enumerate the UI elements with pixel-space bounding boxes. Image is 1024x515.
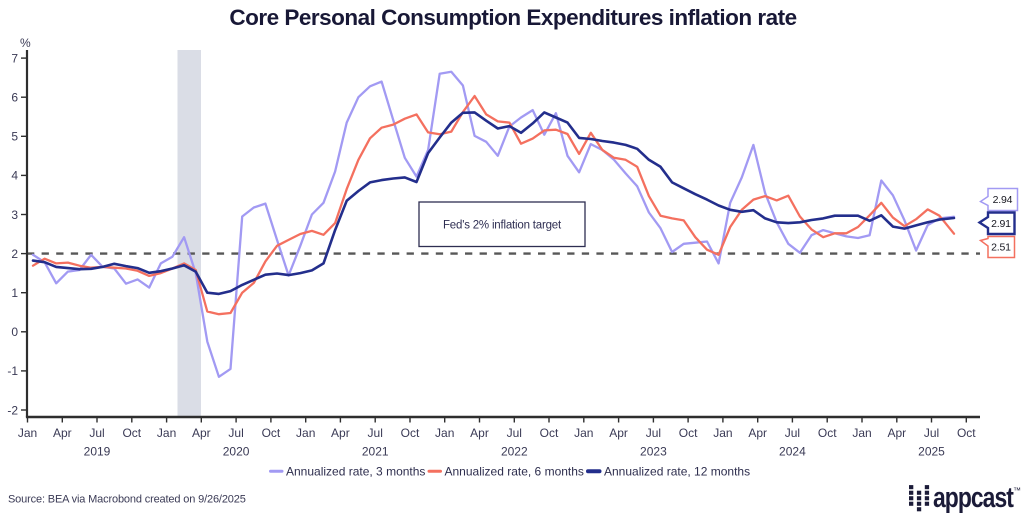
svg-text:2021: 2021 bbox=[362, 445, 389, 459]
svg-text:Source: BEA via Macrobond crea: Source: BEA via Macrobond created on 9/2… bbox=[8, 494, 246, 506]
svg-text:Jul: Jul bbox=[228, 426, 243, 440]
svg-text:Oct: Oct bbox=[818, 426, 837, 440]
svg-text:Oct: Oct bbox=[679, 426, 698, 440]
svg-text:Fed's 2% inflation target: Fed's 2% inflation target bbox=[443, 220, 562, 232]
svg-text:Jul: Jul bbox=[785, 426, 800, 440]
svg-text:7: 7 bbox=[11, 51, 18, 65]
svg-text:Apr: Apr bbox=[192, 426, 211, 440]
svg-text:Jul: Jul bbox=[924, 426, 939, 440]
svg-text:Jul: Jul bbox=[89, 426, 104, 440]
svg-text:Annualized rate, 3 months: Annualized rate, 3 months bbox=[286, 465, 425, 479]
svg-text:Apr: Apr bbox=[748, 426, 767, 440]
svg-text:Jan: Jan bbox=[852, 426, 871, 440]
svg-text:6: 6 bbox=[11, 91, 18, 105]
svg-text:5: 5 bbox=[11, 130, 18, 144]
svg-text:Jan: Jan bbox=[713, 426, 732, 440]
svg-text:Apr: Apr bbox=[470, 426, 489, 440]
svg-text:2019: 2019 bbox=[84, 445, 111, 459]
svg-text:Apr: Apr bbox=[53, 426, 72, 440]
svg-text:2024: 2024 bbox=[779, 445, 806, 459]
svg-text:2022: 2022 bbox=[501, 445, 528, 459]
svg-text:Jul: Jul bbox=[646, 426, 661, 440]
svg-text:Oct: Oct bbox=[957, 426, 976, 440]
svg-text:Oct: Oct bbox=[540, 426, 559, 440]
svg-text:Core Personal Consumption Expe: Core Personal Consumption Expenditures i… bbox=[229, 5, 796, 30]
svg-text:0: 0 bbox=[11, 325, 18, 339]
svg-text:-2: -2 bbox=[7, 403, 18, 417]
svg-text:Apr: Apr bbox=[331, 426, 350, 440]
svg-text:Jan: Jan bbox=[296, 426, 315, 440]
svg-text:2020: 2020 bbox=[223, 445, 250, 459]
svg-text:Oct: Oct bbox=[262, 426, 281, 440]
svg-text:%: % bbox=[20, 36, 31, 50]
svg-text:2.94: 2.94 bbox=[993, 194, 1013, 206]
svg-text:2.51: 2.51 bbox=[991, 242, 1011, 254]
svg-text:Jan: Jan bbox=[18, 426, 37, 440]
svg-text:Jan: Jan bbox=[574, 426, 593, 440]
svg-text:Jan: Jan bbox=[157, 426, 176, 440]
svg-text:Jan: Jan bbox=[435, 426, 454, 440]
svg-text:2.91: 2.91 bbox=[991, 218, 1011, 230]
svg-text:Jul: Jul bbox=[368, 426, 383, 440]
svg-text:appcast: appcast bbox=[933, 480, 1014, 513]
svg-text:Apr: Apr bbox=[887, 426, 906, 440]
svg-text:™: ™ bbox=[1013, 486, 1021, 495]
svg-text:-1: -1 bbox=[7, 364, 18, 378]
svg-text:Oct: Oct bbox=[122, 426, 141, 440]
svg-text:4: 4 bbox=[11, 169, 18, 183]
svg-text:3: 3 bbox=[11, 208, 18, 222]
svg-text:Apr: Apr bbox=[609, 426, 628, 440]
svg-text:Oct: Oct bbox=[401, 426, 420, 440]
svg-text:2025: 2025 bbox=[918, 445, 945, 459]
svg-text:2: 2 bbox=[11, 247, 18, 261]
svg-text:Annualized rate, 6 months: Annualized rate, 6 months bbox=[445, 465, 584, 479]
svg-text:Jul: Jul bbox=[507, 426, 522, 440]
svg-text:1: 1 bbox=[11, 286, 18, 300]
svg-text:Annualized rate, 12 months: Annualized rate, 12 months bbox=[604, 465, 750, 479]
svg-text:2023: 2023 bbox=[640, 445, 667, 459]
